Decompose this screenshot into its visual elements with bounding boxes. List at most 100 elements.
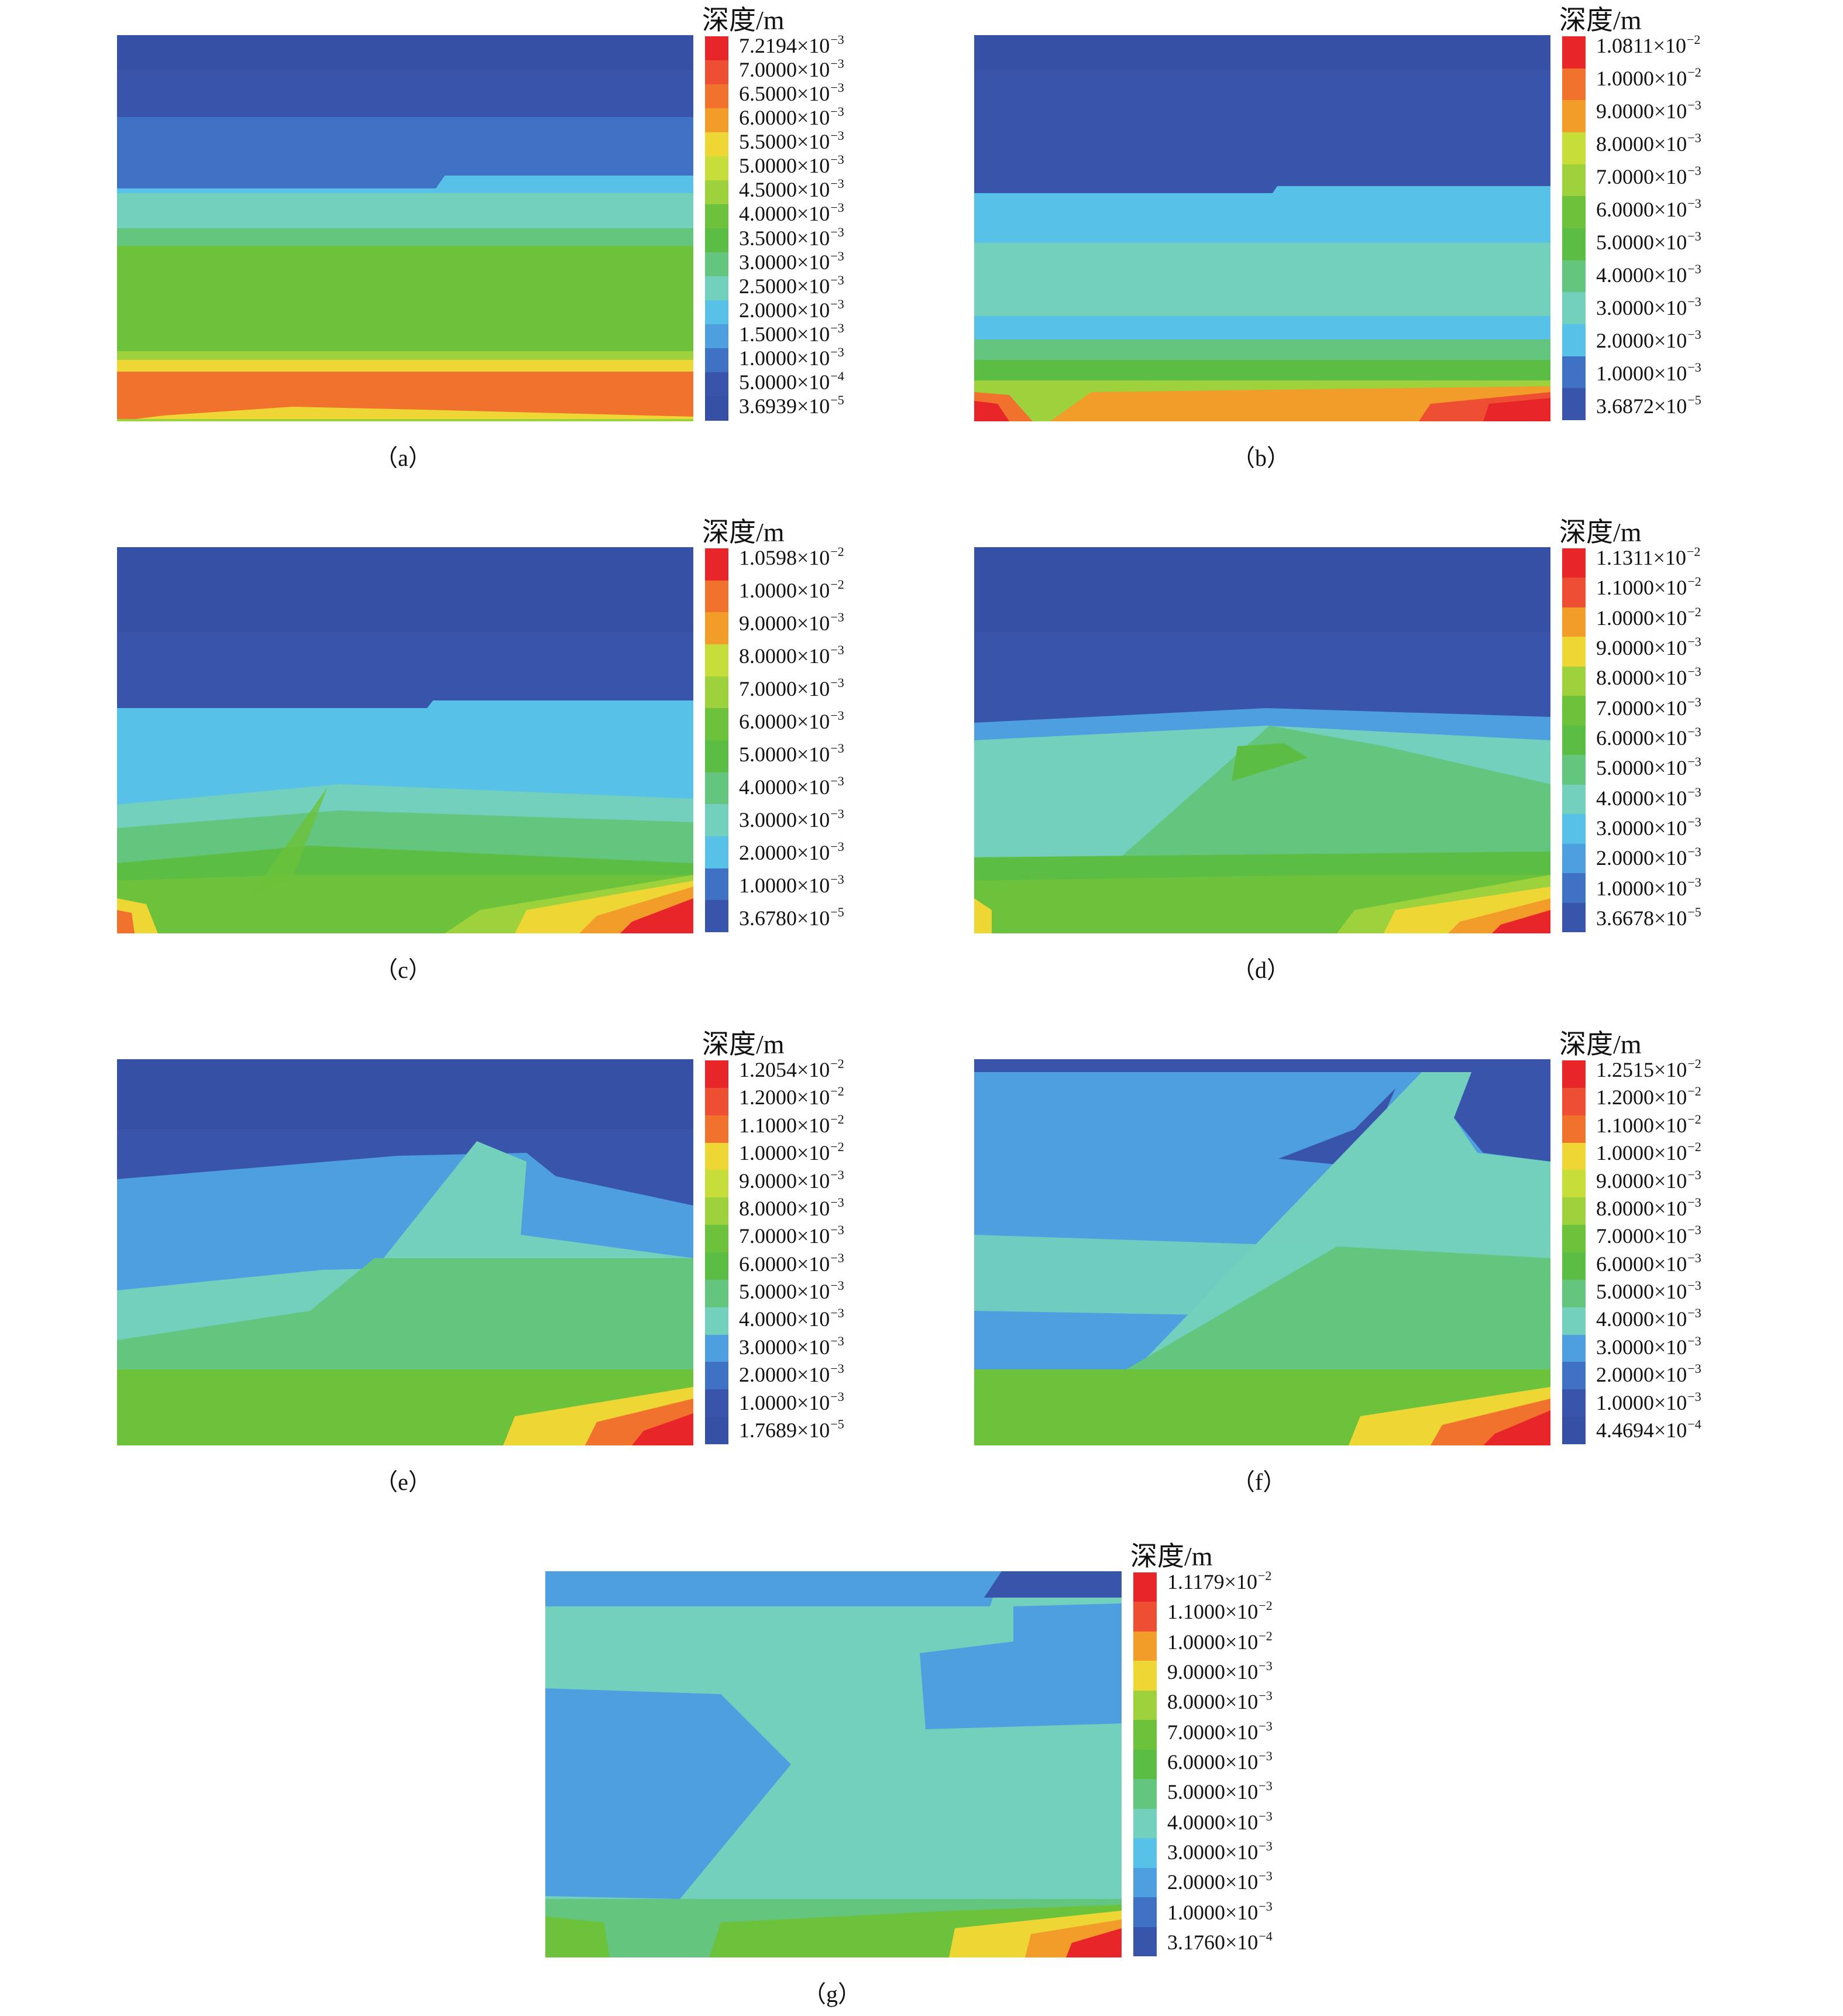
colorbar-tick-label: 4.0000×10−3 [739,774,844,799]
colorbar-ticks: 7.2194×10−3 7.0000×10−3 6.5000×10−3 6.0000×… [739,32,914,421]
colorbar-tick-label: 1.5000×10−3 [739,320,844,346]
colorbar-tick-label: 6.0000×10−3 [1596,724,1701,750]
colorbar-tick-label: 1.0811×10−2 [1596,32,1701,57]
colorbar [1562,36,1586,421]
colorbar-tick-label: 1.1179×10−2 [1167,1568,1272,1593]
colorbar-tick-label: 4.0000×10−3 [1596,262,1701,287]
colorbar-ticks: 1.1311×10−2 1.1000×10−2 1.0000×10−2 9.0000×… [1596,544,1772,933]
colorbar-swatch [705,1389,728,1417]
colorbar-tick-label: 7.2194×10−3 [739,32,844,57]
colorbar-swatch [1562,902,1586,933]
colorbar-tick-label: 8.0000×10−3 [739,643,844,668]
colorbar-swatch [705,1060,728,1088]
colorbar-swatch [705,252,728,277]
panel-d: 深度/m 1.1311×10−2 1.1000×10−2 1.0000×10−2 9.… [974,512,1793,992]
colorbar-swatch [1562,548,1586,578]
colorbar-title: 深度/m [702,517,785,547]
colorbar-swatch [705,1362,728,1390]
colorbar-swatch [705,60,728,85]
colorbar-tick-label: 3.0000×10−3 [1596,1333,1701,1359]
colorbar-swatch [1562,843,1586,874]
colorbar [705,548,728,933]
colorbar-ticks: 1.1179×10−2 1.1000×10−2 1.0000×10−2 9.0000×… [1167,1568,1343,1957]
contour-plot-b [974,35,1550,421]
colorbar-swatch [1562,132,1586,165]
colorbar-swatch [705,1115,728,1143]
contour-plot-c [117,547,693,933]
colorbar-swatch [1562,260,1586,293]
colorbar-tick-label: 1.0000×10−3 [1167,1898,1273,1924]
colorbar-swatch [1562,725,1586,755]
panel-f: 深度/m 1.2515×10−2 1.2000×10−2 1.1000×10−2 1.… [974,1024,1793,1504]
colorbar-tick-label: 6.0000×10−3 [1167,1749,1273,1774]
colorbar-swatch [1562,696,1586,726]
colorbar-swatch [1562,1417,1586,1445]
colorbar-swatch [705,612,728,645]
colorbar-tick-label: 5.0000×10−3 [1596,229,1701,254]
colorbar-swatch [705,1307,728,1335]
colorbar [1133,1572,1157,1957]
colorbar-swatch [1562,578,1586,608]
colorbar-tick-label: 1.1000×10−2 [739,1111,844,1137]
colorbar-swatch [705,548,728,581]
colorbar-tick-label: 2.0000×10−3 [739,296,844,322]
contour-plot-f [974,1059,1550,1445]
panel-label: （a） [374,445,432,471]
colorbar-swatch [1562,164,1586,197]
colorbar-swatch [1562,637,1586,667]
colorbar-tick-label: 3.0000×10−3 [739,806,844,832]
colorbar-tick-label: 9.0000×10−3 [1596,98,1701,123]
colorbar-tick-label: 6.0000×10−3 [739,1250,844,1276]
colorbar-tick-label: 8.0000×10−3 [1167,1688,1273,1714]
colorbar-tick-label: 2.0000×10−3 [1596,327,1701,352]
colorbar-tick-label: 4.0000×10−3 [1596,1306,1701,1331]
colorbar-swatch [705,772,728,805]
colorbar-tick-label: 6.0000×10−3 [739,104,844,130]
colorbar-tick-label: 3.0000×10−3 [1596,294,1701,320]
colorbar-swatch [705,228,728,253]
colorbar-tick-label: 1.0000×10−3 [1596,874,1701,900]
colorbar-swatch [1562,388,1586,421]
colorbar-tick-label: 7.0000×10−3 [1596,694,1701,720]
colorbar [1562,548,1586,933]
colorbar-tick-label: 2.0000×10−3 [1167,1869,1273,1894]
colorbar-swatch [1562,1334,1586,1362]
colorbar-tick-label: 8.0000×10−3 [1596,130,1701,156]
colorbar-tick-label: 3.5000×10−3 [739,224,844,250]
panel-label: （d） [1232,957,1290,983]
colorbar-swatch [705,1279,728,1308]
colorbar-swatch [705,1197,728,1225]
colorbar-tick-label: 2.5000×10−3 [739,272,844,298]
panel-a: 深度/m 7.2194×10−3 7.0000×10−3 6.5000×10−3 6.… [117,0,936,480]
colorbar-swatch [705,324,728,349]
colorbar-swatch [1562,1362,1586,1390]
panel-label: （c） [374,957,432,983]
colorbar-swatch [1133,1661,1157,1691]
colorbar-swatch [1562,814,1586,844]
colorbar-tick-label: 9.0000×10−3 [739,1167,844,1193]
colorbar-swatch [1562,1389,1586,1417]
panel-e: 深度/m 1.2054×10−2 1.2000×10−2 1.1000×10−2 1.… [117,1024,936,1504]
colorbar-swatch [1562,1279,1586,1308]
colorbar-tick-label: 4.0000×10−3 [739,200,844,226]
colorbar-tick-label: 9.0000×10−3 [1167,1658,1273,1684]
colorbar-tick-label: 6.0000×10−3 [1596,196,1701,221]
colorbar-swatch [1562,292,1586,325]
colorbar-tick-label: 4.0000×10−3 [1167,1808,1273,1834]
colorbar-swatch [1562,755,1586,785]
colorbar-ticks: 1.0598×10−2 1.0000×10−2 9.0000×10−3 8.0000×… [739,545,914,933]
colorbar-swatch [1562,1115,1586,1143]
panel-c: 深度/m 1.0598×10−2 1.0000×10−2 9.0000×10−3 8.… [117,512,936,992]
colorbar-swatch [705,868,728,901]
colorbar-swatch [705,836,728,869]
contour-plot-g [545,1571,1122,1957]
colorbar-tick-label: 5.0000×10−3 [739,741,844,766]
panel-label: （e） [374,1469,432,1495]
colorbar-swatch [1562,324,1586,357]
colorbar-tick-label: 1.0000×10−2 [1596,65,1701,90]
colorbar-tick-label: 1.2054×10−2 [739,1056,844,1081]
colorbar-tick-label: 3.6939×10−5 [739,393,844,418]
colorbar-tick-label: 1.1311×10−2 [1596,544,1701,569]
colorbar-title: 深度/m [1559,1029,1642,1059]
colorbar-tick-label: 1.0000×10−3 [739,1389,844,1414]
